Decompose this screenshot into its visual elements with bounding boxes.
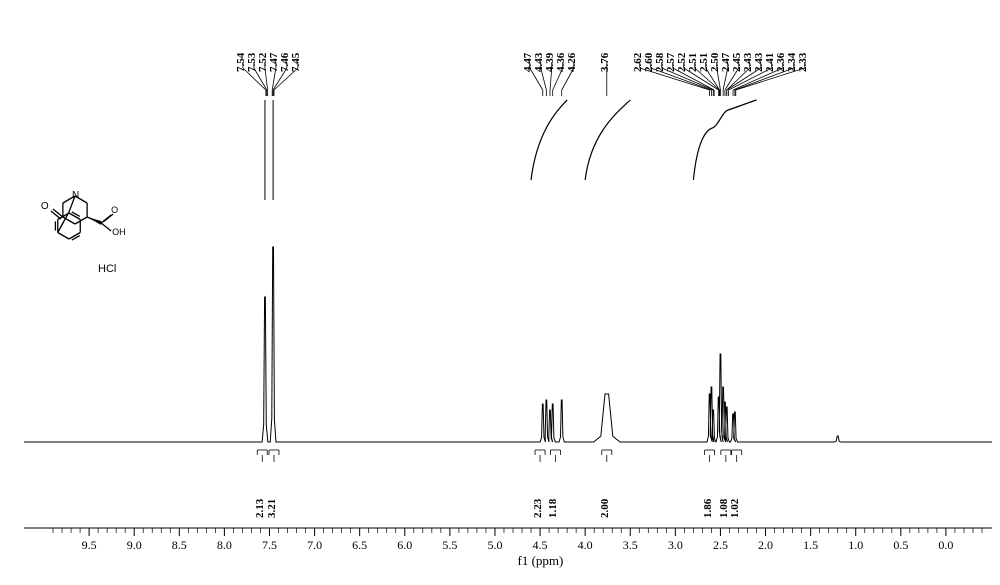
peak-ppm-label: 2.47 bbox=[720, 53, 732, 72]
axis-tick-label: 5.0 bbox=[487, 538, 502, 553]
integral-value-label: 1.86 bbox=[702, 499, 714, 518]
axis-tick-label: 0.5 bbox=[893, 538, 908, 553]
axis-tick-label: 3.5 bbox=[623, 538, 638, 553]
axis-tick-label: 9.5 bbox=[82, 538, 97, 553]
integral-value-label: 3.21 bbox=[266, 499, 278, 518]
molecule-structure: NOOOHHCl bbox=[40, 180, 160, 305]
peak-ppm-label: 4.39 bbox=[544, 53, 556, 72]
peak-ppm-label: 2.51 bbox=[698, 53, 710, 72]
peak-ppm-label: 4.26 bbox=[566, 53, 578, 72]
axis-tick-label: 8.0 bbox=[217, 538, 232, 553]
axis-tick-label: 7.0 bbox=[307, 538, 322, 553]
integral-value-label: 1.18 bbox=[547, 499, 559, 518]
integral-value-label: 1.02 bbox=[729, 499, 741, 518]
x-axis-label: f1 (ppm) bbox=[518, 553, 564, 569]
peak-ppm-label: 2.57 bbox=[665, 53, 677, 72]
axis-tick-label: 6.5 bbox=[352, 538, 367, 553]
axis-tick-label: 4.5 bbox=[533, 538, 548, 553]
svg-text:O: O bbox=[41, 201, 49, 212]
axis-tick-label: 3.0 bbox=[668, 538, 683, 553]
peak-ppm-label: 4.47 bbox=[522, 53, 534, 72]
peak-ppm-label: 2.60 bbox=[643, 53, 655, 72]
peak-ppm-label: 2.50 bbox=[709, 53, 721, 72]
integral-value-label: 2.13 bbox=[254, 499, 266, 518]
integral-value-label: 2.23 bbox=[532, 499, 544, 518]
peak-ppm-label: 2.51 bbox=[687, 53, 699, 72]
axis-tick-label: 1.0 bbox=[848, 538, 863, 553]
axis-tick-label: 8.5 bbox=[172, 538, 187, 553]
axis-tick-label: 4.0 bbox=[578, 538, 593, 553]
axis-tick-label: 7.5 bbox=[262, 538, 277, 553]
peak-ppm-label: 2.62 bbox=[632, 53, 644, 72]
peak-ppm-label: 4.43 bbox=[533, 53, 545, 72]
peak-ppm-label: 2.43 bbox=[742, 53, 754, 72]
svg-text:HCl: HCl bbox=[98, 263, 116, 275]
axis-tick-label: 5.5 bbox=[442, 538, 457, 553]
peak-ppm-label: 2.52 bbox=[676, 53, 688, 72]
peak-ppm-label: 2.45 bbox=[731, 53, 743, 72]
peak-ppm-label: 2.58 bbox=[654, 53, 666, 72]
peak-ppm-label: 7.45 bbox=[290, 53, 302, 72]
axis-tick-label: 6.0 bbox=[397, 538, 412, 553]
integral-value-label: 2.00 bbox=[599, 499, 611, 518]
axis-tick-label: 1.5 bbox=[803, 538, 818, 553]
axis-tick-label: 2.0 bbox=[758, 538, 773, 553]
peak-ppm-label: 2.41 bbox=[764, 53, 776, 72]
peak-ppm-label: 2.34 bbox=[786, 53, 798, 72]
peak-ppm-label: 2.33 bbox=[797, 53, 809, 72]
axis-tick-label: 9.0 bbox=[127, 538, 142, 553]
peak-ppm-label: 3.76 bbox=[599, 53, 611, 72]
structure-svg: NOOOHHCl bbox=[40, 180, 160, 300]
axis-tick-label: 0.0 bbox=[938, 538, 953, 553]
svg-text:OH: OH bbox=[112, 227, 126, 237]
peak-ppm-label: 2.43 bbox=[753, 53, 765, 72]
peak-ppm-label: 2.36 bbox=[775, 53, 787, 72]
svg-text:O: O bbox=[111, 205, 118, 215]
peak-ppm-label: 4.36 bbox=[555, 53, 567, 72]
axis-tick-label: 2.5 bbox=[713, 538, 728, 553]
